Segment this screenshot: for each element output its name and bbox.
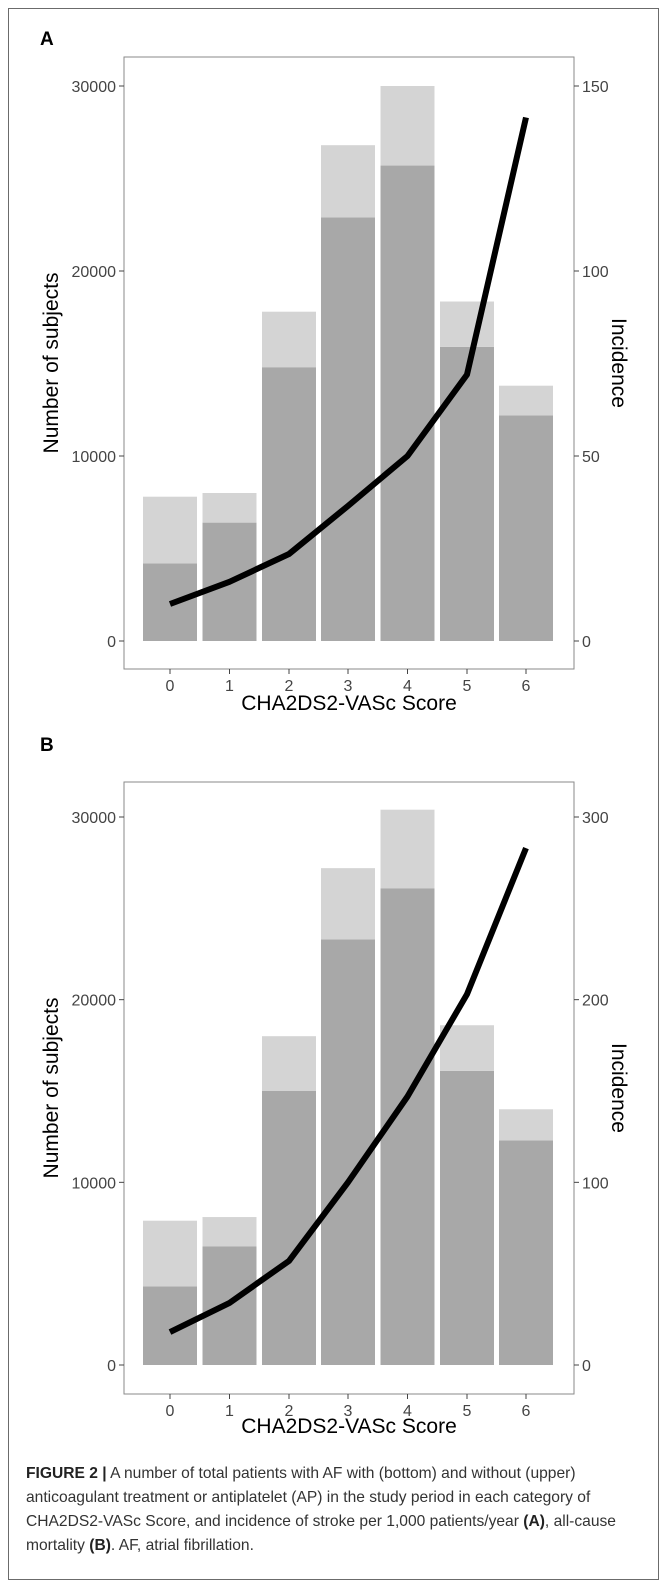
- bar-upper: [499, 385, 553, 416]
- plot-border: [123, 56, 575, 670]
- incidence-line: [168, 116, 529, 607]
- bar-bottom: [499, 1140, 553, 1365]
- y-tick-label: 10000: [72, 1175, 117, 1192]
- bar-upper: [202, 493, 257, 523]
- x-tick-label: 6: [522, 1403, 531, 1420]
- x-axis-title: CHA2DS2-VASc Score: [241, 692, 457, 715]
- y-tick-label: 0: [107, 634, 116, 651]
- bar-upper: [440, 1025, 494, 1071]
- panel-label-a: A: [40, 29, 54, 50]
- x-tick-label: 3: [344, 1403, 353, 1420]
- plot-border: [123, 781, 575, 1395]
- panel-label-b: B: [40, 735, 54, 756]
- y2-tick-label: 50: [582, 449, 600, 466]
- y-axis-title: Number of subjects: [40, 273, 63, 454]
- y-tick-label: 20000: [72, 264, 117, 281]
- chart-panel-a: A 0 10000 20000 30000 0 50 100 150 0 1 2 3 4 5 6 CHA2DS2…: [40, 29, 630, 715]
- y2-axis-title: Incidence: [607, 1043, 630, 1133]
- x-tick-label: 4: [403, 1403, 412, 1420]
- x-tick-label: 5: [463, 1403, 472, 1420]
- x-tick-label: 4: [403, 678, 412, 695]
- y-axis-title: Number of subjects: [40, 998, 63, 1179]
- y-tick-label: 20000: [72, 993, 117, 1010]
- bar-bottom: [380, 165, 435, 642]
- incidence-line: [168, 846, 529, 1335]
- x-tick-label: 2: [285, 678, 294, 695]
- bar-upper: [380, 86, 435, 166]
- x-axis-title: CHA2DS2-VASc Score: [241, 1415, 457, 1438]
- y-tick-label: 30000: [72, 79, 117, 96]
- bar-upper: [202, 1217, 257, 1247]
- y-tick-label: 30000: [72, 810, 117, 827]
- figure-frame: [8, 8, 659, 1580]
- x-tick-label: 1: [225, 678, 234, 695]
- bar-bottom: [440, 346, 494, 641]
- caption-text-2: , all-cause mortality: [26, 1513, 616, 1554]
- bar-upper: [143, 1220, 197, 1287]
- bar-upper: [143, 496, 197, 564]
- caption-text-1: A number of total patients with AF with …: [26, 1465, 591, 1530]
- bar-upper: [499, 1109, 553, 1141]
- y2-tick-label: 200: [582, 993, 609, 1010]
- bar-bottom: [440, 1070, 494, 1365]
- x-tick-label: 2: [285, 1403, 294, 1420]
- bar-upper: [321, 868, 375, 940]
- bar-bottom: [262, 1091, 316, 1365]
- figure-caption: FIGURE 2 | A number of total patients wi…: [26, 1462, 646, 1558]
- figure-label: FIGURE 2 |: [26, 1465, 107, 1482]
- y2-axis-title: Incidence: [607, 318, 630, 408]
- chart-panel-b: B 0 10000 20000 30000 0 100 200 300 0 1 2 3 4 5 6 CHA2DS…: [40, 735, 630, 1438]
- x-tick-label: 6: [522, 678, 531, 695]
- y2-tick-label: 100: [582, 1175, 609, 1192]
- bar-upper: [321, 145, 375, 218]
- bar-bottom: [499, 415, 553, 641]
- x-tick-label: 1: [225, 1403, 234, 1420]
- bar-upper: [440, 301, 494, 347]
- y2-tick-label: 0: [582, 1358, 591, 1375]
- y-tick-label: 0: [107, 1358, 116, 1375]
- caption-ref-a: (A): [523, 1513, 545, 1530]
- bar-upper: [262, 311, 316, 368]
- x-tick-label: 5: [463, 678, 472, 695]
- y-tick-label: 10000: [72, 449, 117, 466]
- x-tick-label: 0: [166, 678, 175, 695]
- caption-ref-b: (B): [89, 1537, 111, 1554]
- bar-upper: [262, 1036, 316, 1091]
- y2-tick-label: 100: [582, 264, 609, 281]
- caption-text-3: . AF, atrial fibrillation.: [110, 1537, 254, 1554]
- bar-bottom: [321, 217, 375, 641]
- bar-upper: [380, 809, 435, 889]
- x-tick-label: 3: [344, 678, 353, 695]
- y2-tick-label: 300: [582, 810, 609, 827]
- x-tick-label: 0: [166, 1403, 175, 1420]
- y2-tick-label: 0: [582, 634, 591, 651]
- bar-bottom: [262, 367, 316, 641]
- y2-tick-label: 150: [582, 79, 609, 96]
